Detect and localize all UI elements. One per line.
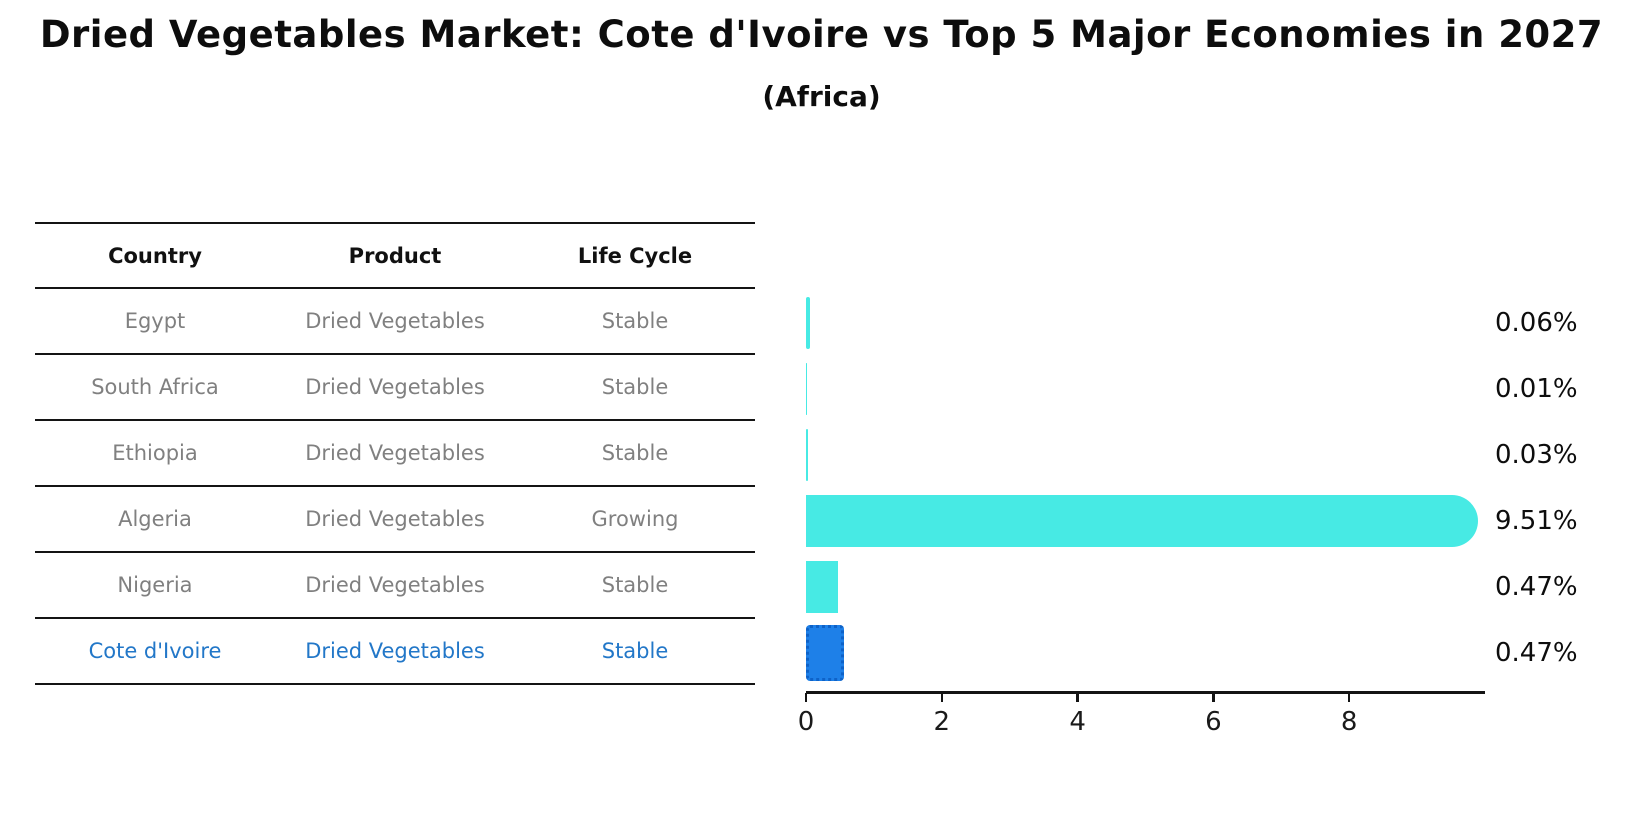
value-label-ethiopia: 0.03% bbox=[1495, 440, 1578, 470]
country-cell: Algeria bbox=[118, 507, 192, 531]
product-cell: Dried Vegetables bbox=[305, 309, 485, 333]
tick-label: 0 bbox=[797, 707, 815, 737]
value-label-nigeria: 0.47% bbox=[1495, 572, 1578, 602]
col-header-lifecycle: Life Cycle bbox=[577, 243, 693, 268]
product-cell: Dried Vegetables bbox=[305, 573, 485, 597]
bar-algeria bbox=[806, 495, 1478, 547]
tick-label: 4 bbox=[1069, 707, 1086, 737]
lifecycle-cell: Stable bbox=[601, 573, 669, 597]
bar-nigeria bbox=[806, 561, 838, 613]
product-cell: Dried Vegetables bbox=[305, 375, 485, 399]
table-row-south-africa: South Africa Dried Vegetables Stable bbox=[35, 355, 755, 421]
x-axis-line bbox=[806, 691, 1485, 694]
lifecycle-cell: Stable bbox=[601, 309, 669, 333]
bar-egypt bbox=[806, 297, 811, 349]
x-axis-tick-6: 6 bbox=[1183, 693, 1243, 737]
product-cell: Dried Vegetables bbox=[305, 507, 485, 531]
x-axis-tick-0: 0 bbox=[776, 693, 836, 737]
product-cell: Dried Vegetables bbox=[305, 441, 485, 465]
table-row-ethiopia: Ethiopia Dried Vegetables Stable bbox=[35, 421, 755, 487]
country-cell: South Africa bbox=[91, 375, 219, 399]
country-cell: Egypt bbox=[124, 309, 186, 333]
table-row-nigeria: Nigeria Dried Vegetables Stable bbox=[35, 553, 755, 619]
country-cell: Nigeria bbox=[117, 573, 193, 597]
country-table: Country Product Life Cycle Egypt Dried V… bbox=[35, 222, 755, 685]
chart-title: Dried Vegetables Market: Cote d'Ivoire v… bbox=[39, 13, 1604, 56]
tick-label: 8 bbox=[1340, 707, 1358, 737]
tick-label: 2 bbox=[933, 707, 951, 737]
table-row-egypt: Egypt Dried Vegetables Stable bbox=[35, 289, 755, 355]
tick-label: 6 bbox=[1205, 707, 1222, 737]
chart-subtitle: (Africa) bbox=[762, 80, 881, 113]
value-label-egypt: 0.06% bbox=[1495, 308, 1578, 338]
tick-mark bbox=[1212, 693, 1215, 702]
table-row-cote-divoire: Cote d'Ivoire Dried Vegetables Stable bbox=[35, 619, 755, 685]
value-label-algeria: 9.51% bbox=[1495, 506, 1578, 536]
table-header-row: Country Product Life Cycle bbox=[35, 222, 755, 289]
value-label-cote-divoire: 0.47% bbox=[1495, 638, 1578, 668]
value-label-south-africa: 0.01% bbox=[1495, 374, 1578, 404]
bar-ethiopia bbox=[806, 429, 809, 481]
lifecycle-cell: Growing bbox=[591, 507, 679, 531]
col-header-country: Country bbox=[108, 243, 202, 268]
lifecycle-cell: Stable bbox=[601, 639, 669, 663]
lifecycle-cell: Stable bbox=[601, 441, 669, 465]
tick-mark bbox=[1347, 693, 1351, 702]
lifecycle-cell: Stable bbox=[601, 375, 669, 399]
bar-south-africa bbox=[806, 363, 807, 415]
bar-cote-divoire-highlighted bbox=[806, 625, 844, 681]
x-axis-tick-4: 4 bbox=[1048, 693, 1108, 737]
tick-mark bbox=[804, 693, 808, 702]
bar-chart-plot-area: 0.06% 0.01% 0.03% 9.51% 0.47% 0.47% 0 2 … bbox=[798, 0, 1643, 823]
country-cell: Ethiopia bbox=[112, 441, 198, 465]
country-cell: Cote d'Ivoire bbox=[88, 639, 222, 663]
tick-mark bbox=[940, 693, 944, 702]
product-cell: Dried Vegetables bbox=[305, 639, 485, 663]
x-axis-tick-2: 2 bbox=[912, 693, 972, 737]
tick-mark bbox=[1076, 693, 1079, 702]
table-row-algeria: Algeria Dried Vegetables Growing bbox=[35, 487, 755, 553]
col-header-product: Product bbox=[348, 243, 442, 268]
x-axis-tick-8: 8 bbox=[1319, 693, 1379, 737]
